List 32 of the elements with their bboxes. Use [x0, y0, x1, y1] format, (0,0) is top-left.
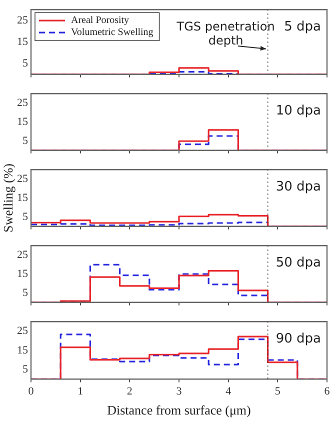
y-tick-label: 15 [17, 192, 28, 204]
x-tick-label: 0 [28, 386, 34, 398]
x-tick-label: 5 [274, 386, 281, 398]
annotation: TGS penetration depth [176, 20, 275, 48]
text: 30 dpa [276, 179, 321, 194]
legend-label: Areal Porosity [71, 15, 130, 26]
y-tick-label: 15 [17, 268, 28, 280]
y-tick-label: 15 [17, 344, 28, 356]
text: 50 dpa [276, 255, 321, 270]
y-tick-label: 5 [22, 286, 28, 299]
legend-label: Volumetric Swelling [71, 27, 154, 38]
y-tick-label: 5 [22, 134, 28, 147]
y-tick-label: 5 [22, 210, 28, 223]
y-tick-label: 15 [17, 116, 28, 128]
y-tick-label: 5 [22, 57, 28, 70]
text: 90 dpa [276, 331, 321, 346]
text: 10 dpa [276, 103, 321, 118]
y-tick-label: 5 [22, 363, 28, 376]
x-tick-label: 1 [78, 386, 84, 398]
x-tick-label: 4 [226, 386, 232, 398]
y-tick-label: 25 [17, 325, 28, 338]
x-tick-label: 2 [126, 386, 132, 398]
y-tick-label: 25 [17, 172, 28, 185]
x-tick-label: 3 [176, 386, 182, 398]
y-tick-label: 25 [17, 96, 28, 109]
y-tick-label: 25 [17, 14, 28, 26]
y-axis-title: Swelling (%) [0, 164, 16, 232]
y-tick-label: 25 [17, 248, 28, 261]
y-tick-label: 15 [17, 36, 28, 48]
text: 5 dpa [284, 19, 321, 34]
x-axis-title: Distance from surface (μm) [107, 402, 251, 418]
x-tick-label: 6 [324, 386, 330, 398]
